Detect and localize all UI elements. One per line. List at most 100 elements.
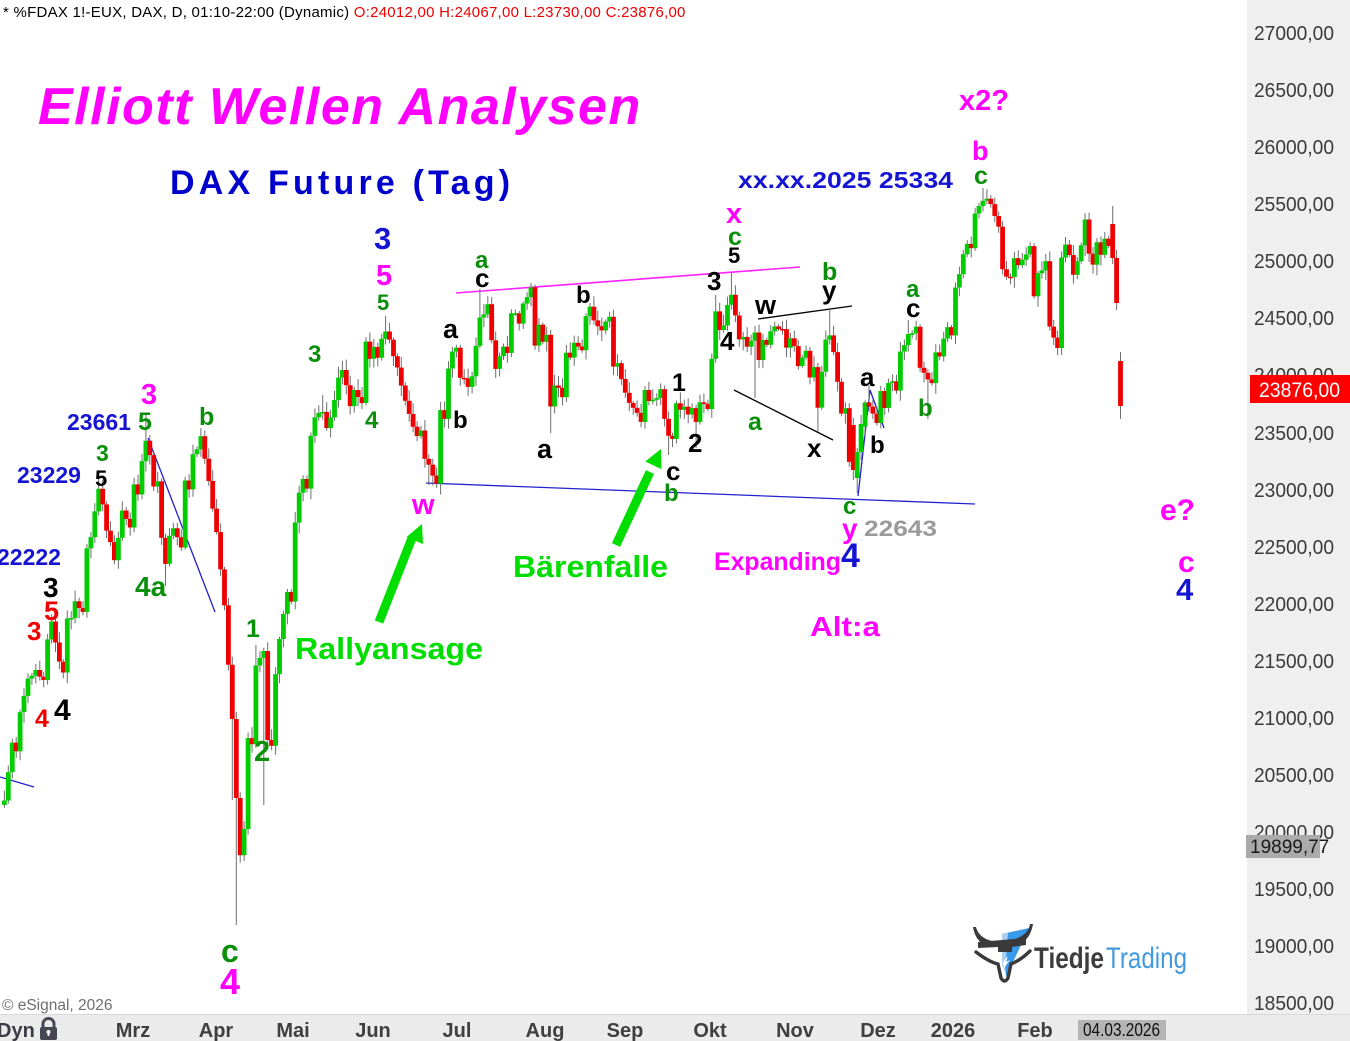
svg-text:a: a [443, 314, 459, 344]
svg-text:26000,00: 26000,00 [1254, 137, 1334, 159]
svg-text:Aug: Aug [526, 1020, 565, 1041]
svg-text:x2?: x2? [959, 85, 1009, 117]
svg-text:e?: e? [1160, 494, 1195, 527]
svg-text:a: a [537, 434, 553, 464]
svg-text:1: 1 [246, 615, 260, 643]
svg-text:c: c [475, 263, 489, 293]
svg-text:Sep: Sep [607, 1020, 644, 1041]
svg-text:c: c [906, 293, 920, 323]
svg-text:y: y [842, 513, 858, 544]
svg-text:5: 5 [377, 290, 389, 315]
svg-text:5: 5 [44, 596, 59, 626]
svg-text:25500,00: 25500,00 [1254, 194, 1334, 216]
svg-text:22643: 22643 [864, 516, 937, 541]
svg-text:4: 4 [35, 705, 49, 733]
svg-text:23500,00: 23500,00 [1254, 423, 1334, 445]
svg-text:c: c [1178, 546, 1195, 579]
svg-text:4: 4 [365, 407, 379, 434]
svg-text:27000,00: 27000,00 [1254, 23, 1334, 45]
svg-text:Jul: Jul [443, 1020, 472, 1041]
svg-text:x: x [807, 433, 822, 463]
svg-text:26500,00: 26500,00 [1254, 80, 1334, 102]
svg-text:22000,00: 22000,00 [1254, 594, 1334, 616]
svg-text:Okt: Okt [693, 1020, 727, 1041]
svg-text:DAX Future (Tag): DAX Future (Tag) [170, 164, 514, 202]
svg-text:3: 3 [141, 379, 157, 411]
svg-text:Dyn: Dyn [0, 1020, 35, 1041]
svg-text:y: y [822, 275, 837, 305]
svg-text:b: b [664, 480, 679, 507]
svg-text:4: 4 [841, 537, 860, 575]
svg-text:xx.xx.2025 25334: xx.xx.2025 25334 [738, 167, 953, 193]
svg-text:Alt:a: Alt:a [810, 611, 880, 642]
svg-text:2: 2 [688, 428, 702, 458]
svg-text:21500,00: 21500,00 [1254, 651, 1334, 673]
svg-text:* %FDAX 1!-EUX, DAX, D, 01:10-: * %FDAX 1!-EUX, DAX, D, 01:10-22:00 (Dyn… [3, 4, 686, 21]
svg-text:1: 1 [672, 369, 686, 397]
svg-text:a: a [475, 247, 489, 274]
svg-text:© eSignal, 2026: © eSignal, 2026 [2, 997, 113, 1014]
svg-text:Dez: Dez [860, 1020, 896, 1041]
svg-text:Nov: Nov [776, 1020, 815, 1041]
svg-text:a: a [748, 408, 763, 436]
svg-text:5: 5 [95, 466, 107, 491]
svg-text:a: a [906, 276, 920, 303]
svg-text:18500,00: 18500,00 [1254, 993, 1334, 1015]
svg-text:2: 2 [254, 736, 270, 768]
svg-text:25000,00: 25000,00 [1254, 251, 1334, 273]
svg-text:Jun: Jun [355, 1020, 391, 1041]
svg-text:c: c [974, 162, 988, 190]
svg-text:4: 4 [720, 326, 735, 356]
svg-text:4: 4 [54, 694, 71, 727]
svg-text:b: b [918, 395, 933, 422]
svg-text:Expanding: Expanding [714, 548, 841, 576]
svg-text:5: 5 [138, 408, 152, 436]
svg-text:3: 3 [96, 440, 109, 466]
svg-text:w: w [754, 290, 777, 320]
svg-text:5: 5 [376, 260, 392, 292]
svg-text:Bärenfalle: Bärenfalle [513, 549, 668, 584]
svg-text:23876,00: 23876,00 [1259, 379, 1340, 402]
svg-text:5: 5 [728, 243, 740, 268]
svg-text:Apr: Apr [199, 1020, 234, 1041]
svg-text:c: c [666, 456, 680, 486]
svg-text:04.03.2026: 04.03.2026 [1083, 1020, 1160, 1040]
svg-text:3: 3 [308, 341, 321, 368]
svg-text:3: 3 [707, 266, 721, 296]
svg-text:23229: 23229 [17, 462, 81, 488]
svg-text:Trading: Trading [1106, 942, 1187, 975]
svg-text:4: 4 [220, 961, 240, 1002]
svg-text:w: w [411, 489, 435, 521]
svg-text:19899,77: 19899,77 [1250, 837, 1329, 858]
svg-text:Feb: Feb [1017, 1020, 1053, 1041]
svg-text:22222: 22222 [0, 544, 61, 570]
svg-text:3: 3 [374, 221, 391, 256]
svg-text:23000,00: 23000,00 [1254, 480, 1334, 502]
svg-text:4: 4 [1176, 572, 1194, 607]
svg-text:Mrz: Mrz [116, 1020, 150, 1041]
svg-text:Tiedje: Tiedje [1034, 942, 1104, 975]
svg-text:a: a [860, 362, 875, 392]
svg-text:2026: 2026 [931, 1020, 976, 1041]
svg-text:c: c [221, 933, 239, 969]
svg-text:23661: 23661 [67, 409, 131, 435]
svg-text:24500,00: 24500,00 [1254, 308, 1334, 330]
svg-text:b: b [199, 403, 214, 431]
svg-text:4a: 4a [135, 571, 167, 602]
svg-text:22500,00: 22500,00 [1254, 537, 1334, 559]
svg-text:Elliott Wellen Analysen: Elliott Wellen Analysen [38, 78, 642, 136]
svg-text:20500,00: 20500,00 [1254, 765, 1334, 787]
svg-text:b: b [453, 407, 468, 434]
svg-text:19000,00: 19000,00 [1254, 936, 1334, 958]
svg-text:Mai: Mai [276, 1020, 309, 1041]
svg-text:c: c [728, 223, 742, 251]
svg-text:x: x [726, 198, 742, 230]
svg-text:c: c [843, 493, 856, 520]
svg-text:b: b [870, 432, 885, 459]
svg-text:b: b [972, 136, 989, 166]
svg-text:21000,00: 21000,00 [1254, 708, 1334, 730]
svg-text:3: 3 [43, 572, 59, 603]
svg-text:b: b [822, 258, 837, 286]
svg-text:19500,00: 19500,00 [1254, 879, 1334, 901]
svg-text:Rallyansage: Rallyansage [295, 631, 483, 666]
